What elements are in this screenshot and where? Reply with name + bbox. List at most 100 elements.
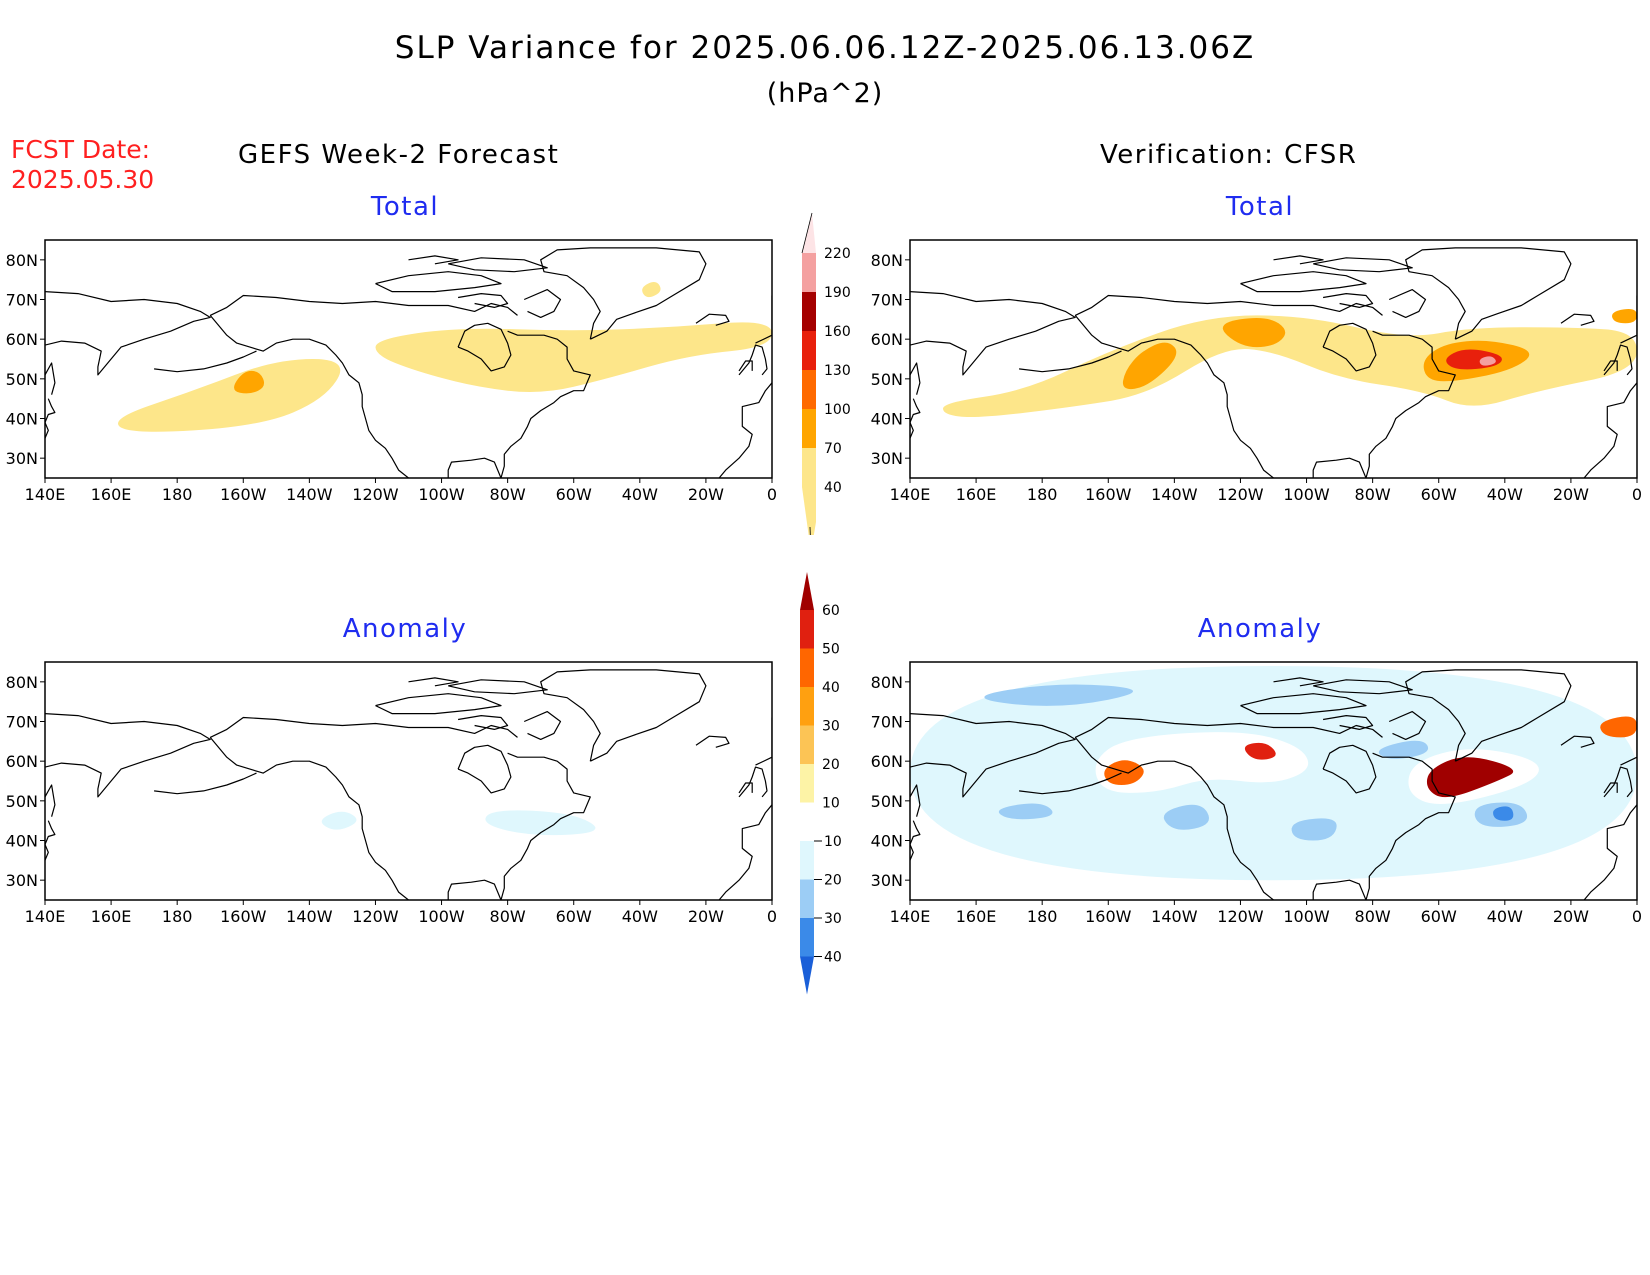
coastline — [154, 772, 257, 795]
coastline — [1603, 766, 1633, 798]
lon-tick-label: 120W — [352, 485, 399, 504]
coastline — [1019, 350, 1122, 373]
coastline — [1322, 322, 1377, 372]
coastline — [458, 293, 509, 308]
lon-tick-label: 0 — [767, 907, 777, 926]
lat-tick-label: 40N — [6, 410, 38, 429]
colorbar-label: 130 — [824, 363, 851, 379]
colorbar-tail — [800, 956, 814, 995]
coastline — [1388, 711, 1427, 740]
lon-tick-label: 80W — [1355, 907, 1391, 926]
coastline — [1019, 772, 1122, 795]
coastline — [457, 322, 512, 372]
coastline — [523, 711, 562, 740]
contour-fill-ne — [1612, 309, 1637, 324]
coastline — [1074, 716, 1383, 738]
lon-tick-label: 40W — [622, 485, 658, 504]
map-frame — [909, 661, 1638, 901]
coastline — [1313, 679, 1413, 695]
lat-tick-label: 50N — [871, 370, 903, 389]
lat-tick-label: 80N — [6, 673, 38, 692]
colorbar-box — [800, 841, 814, 880]
colorbar-box — [800, 879, 814, 918]
lon-tick-label: 160E — [91, 907, 132, 926]
lon-tick-label: 120W — [1217, 907, 1264, 926]
lat-tick-label: 80N — [6, 251, 38, 270]
contour-fill-neg — [1378, 740, 1429, 759]
coastline — [1322, 744, 1377, 794]
lon-tick-label: 180 — [162, 907, 193, 926]
colorbar-box — [802, 448, 816, 487]
figure-title: SLP Variance for 2025.06.06.12Z-2025.06.… — [394, 30, 1256, 66]
lon-tick-label: 0 — [1632, 907, 1642, 926]
lon-tick-label: 0 — [1632, 485, 1642, 504]
colorbar-box — [800, 687, 814, 726]
contour-fill-band — [118, 359, 341, 432]
lon-tick-label: 20W — [1553, 907, 1589, 926]
colorbar-box — [802, 253, 816, 292]
colorbar-label: 20 — [822, 757, 840, 773]
map-background — [45, 662, 772, 900]
lon-tick-label: 160W — [1085, 485, 1132, 504]
lon-tick-label: 40W — [622, 907, 658, 926]
lon-tick-label: 160E — [956, 907, 997, 926]
gefs-total-map: 80N 70N 60N 50N 40N 30N 140E 160E 180 160W 140W 120… — [6, 239, 777, 504]
lat-tick-label: 80N — [871, 251, 903, 270]
contour-fill-neg — [998, 803, 1053, 820]
coastline — [910, 713, 1076, 798]
colorbar-label: 70 — [824, 441, 842, 457]
coastline — [209, 737, 409, 900]
lat-tick-label: 40N — [871, 832, 903, 851]
coastline — [45, 398, 56, 439]
left-column-title: GEFS Week-2 Forecast — [238, 140, 560, 170]
lon-tick-label: 140E — [890, 485, 931, 504]
lon-tick-label: 20W — [688, 485, 724, 504]
lon-tick-label: 140E — [890, 907, 931, 926]
coastline — [447, 879, 502, 900]
coastline — [1074, 315, 1274, 478]
gefs-anomaly-map: 80N 70N 60N 50N 40N 30N 140E 160E 180 160W 140W 120… — [6, 661, 777, 926]
lat-tick-label: 60N — [871, 330, 903, 349]
colorbar-label: 220 — [824, 246, 851, 262]
coastline — [45, 291, 211, 376]
contour-fill-neg — [984, 684, 1134, 706]
coastline — [718, 382, 772, 478]
colorbar-tail — [802, 487, 816, 535]
lon-tick-label: 140E — [25, 907, 66, 926]
coastline — [458, 715, 509, 730]
colorbar-label: 50 — [822, 642, 840, 658]
coastline — [755, 717, 772, 766]
lon-tick-label: 60W — [1421, 907, 1457, 926]
colorbar-label: 40 — [824, 480, 842, 496]
coastline — [523, 289, 562, 318]
coastline — [1074, 737, 1274, 900]
coastline — [910, 784, 921, 817]
coastline — [1313, 257, 1413, 273]
lon-tick-label: 180 — [1027, 907, 1058, 926]
contour-fill-pos — [232, 765, 287, 796]
colorbar-box — [802, 331, 816, 370]
lon-tick-label: 100W — [418, 485, 465, 504]
lon-tick-label: 120W — [1217, 485, 1264, 504]
coastline — [1365, 752, 1456, 900]
gefs-total-title: Total — [370, 192, 440, 222]
coastline — [447, 457, 502, 478]
coastline — [448, 257, 548, 273]
lat-tick-label: 70N — [6, 291, 38, 310]
contour-fill-band — [375, 322, 772, 393]
lon-tick-label: 120W — [352, 907, 399, 926]
colorbar-label: 30 — [822, 719, 840, 735]
colorbar-box — [800, 725, 814, 764]
lon-tick-label: 20W — [1553, 485, 1589, 504]
coastline — [910, 820, 921, 861]
coastline — [1323, 715, 1374, 730]
lon-tick-label: 140W — [286, 485, 333, 504]
contour-fill-neg — [321, 811, 357, 830]
coastline — [1312, 457, 1367, 478]
contour-fill-pos — [1244, 742, 1276, 760]
coastline — [45, 713, 211, 798]
colorbar-tip — [800, 572, 814, 610]
lat-tick-label: 60N — [6, 752, 38, 771]
lon-tick-label: 80W — [1355, 485, 1391, 504]
right-column-title: Verification: CFSR — [1100, 140, 1358, 170]
